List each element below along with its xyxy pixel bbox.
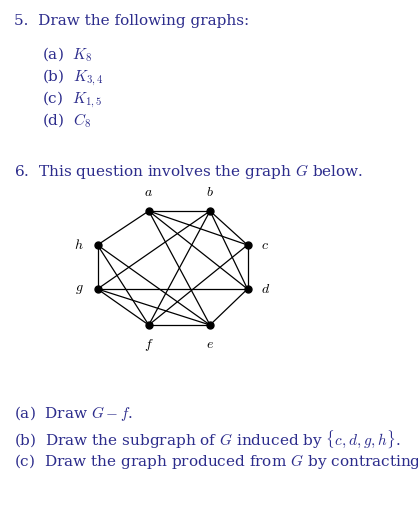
Text: (c)  Draw the graph produced from $G$ by contracting $dh$.: (c) Draw the graph produced from $G$ by … xyxy=(14,452,418,471)
Text: $\mathit{b}$: $\mathit{b}$ xyxy=(206,185,214,199)
Text: $\mathit{e}$: $\mathit{e}$ xyxy=(206,337,214,351)
Text: (a)  $K_8$: (a) $K_8$ xyxy=(42,46,93,64)
Text: 6.  This question involves the graph $G$ below.: 6. This question involves the graph $G$ … xyxy=(14,162,363,181)
Text: $\mathit{h}$: $\mathit{h}$ xyxy=(74,238,84,252)
Text: (c)  $K_{1,5}$: (c) $K_{1,5}$ xyxy=(42,90,102,110)
Text: (b)  Draw the subgraph of $G$ induced by $\{c, d, g, h\}$.: (b) Draw the subgraph of $G$ induced by … xyxy=(14,428,400,450)
Text: $\mathit{g}$: $\mathit{g}$ xyxy=(75,282,84,296)
Text: $\mathit{a}$: $\mathit{a}$ xyxy=(144,185,153,199)
Text: $\mathit{d}$: $\mathit{d}$ xyxy=(261,282,270,296)
Text: $\mathit{c}$: $\mathit{c}$ xyxy=(261,238,269,252)
Text: 5.  Draw the following graphs:: 5. Draw the following graphs: xyxy=(14,14,249,28)
Text: (b)  $K_{3,4}$: (b) $K_{3,4}$ xyxy=(42,68,104,88)
Text: $\mathit{f}$: $\mathit{f}$ xyxy=(144,337,153,353)
Text: (a)  Draw $G - f$.: (a) Draw $G - f$. xyxy=(14,404,133,423)
Text: (d)  $C_8$: (d) $C_8$ xyxy=(42,112,91,130)
